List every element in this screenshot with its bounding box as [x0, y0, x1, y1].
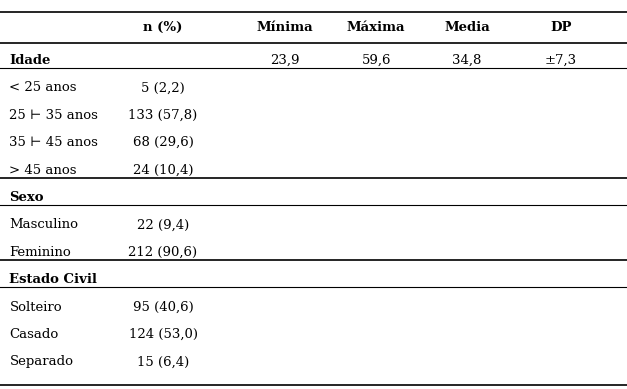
Text: 15 (6,4): 15 (6,4) — [137, 355, 189, 368]
Text: DP: DP — [551, 21, 572, 34]
Text: ±7,3: ±7,3 — [545, 54, 577, 67]
Text: 35 ⊢ 45 anos: 35 ⊢ 45 anos — [9, 136, 98, 149]
Text: 124 (53,0): 124 (53,0) — [129, 328, 198, 341]
Text: 24 (10,4): 24 (10,4) — [133, 164, 193, 177]
Text: 34,8: 34,8 — [453, 54, 482, 67]
Text: > 45 anos: > 45 anos — [9, 164, 77, 177]
Text: 25 ⊢ 35 anos: 25 ⊢ 35 anos — [9, 109, 98, 122]
Text: n (%): n (%) — [144, 21, 182, 34]
Text: Mínima: Mínima — [257, 21, 314, 34]
Text: 212 (90,6): 212 (90,6) — [129, 246, 198, 259]
Text: 95 (40,6): 95 (40,6) — [133, 301, 193, 314]
Text: Sexo: Sexo — [9, 191, 44, 204]
Text: Feminino: Feminino — [9, 246, 71, 259]
Text: 59,6: 59,6 — [361, 54, 391, 67]
Text: Casado: Casado — [9, 328, 59, 341]
Text: Solteiro: Solteiro — [9, 301, 62, 314]
Text: Máxima: Máxima — [347, 21, 406, 34]
Text: 68 (29,6): 68 (29,6) — [132, 136, 194, 149]
Text: 22 (9,4): 22 (9,4) — [137, 218, 189, 231]
Text: Idade: Idade — [9, 54, 51, 67]
Text: Estado Civil: Estado Civil — [9, 273, 97, 286]
Text: Masculino: Masculino — [9, 218, 78, 231]
Text: Separado: Separado — [9, 355, 73, 368]
Text: Media: Media — [445, 21, 490, 34]
Text: 23,9: 23,9 — [270, 54, 300, 67]
Text: 5 (2,2): 5 (2,2) — [141, 81, 185, 95]
Text: 133 (57,8): 133 (57,8) — [129, 109, 198, 122]
Text: < 25 anos: < 25 anos — [9, 81, 77, 95]
